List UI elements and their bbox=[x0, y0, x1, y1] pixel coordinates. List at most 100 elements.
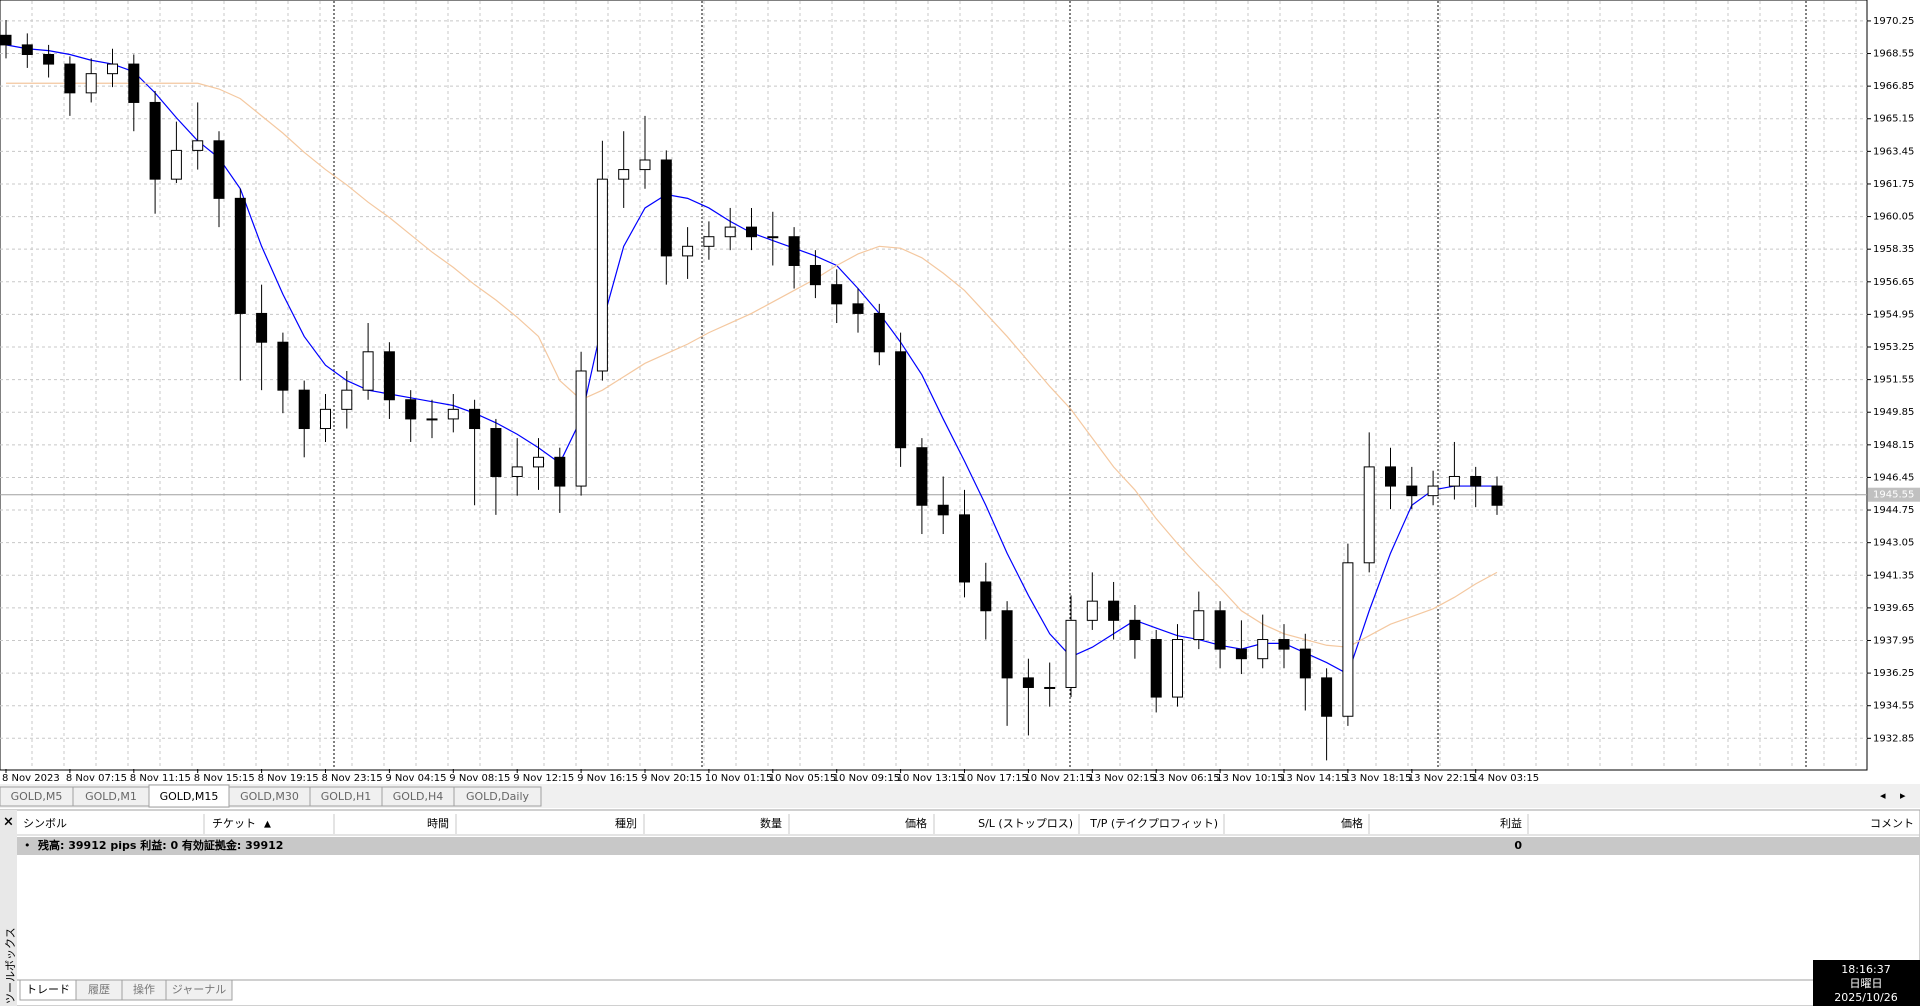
candle-body bbox=[1427, 485, 1439, 497]
x-tick-label: 10 Nov 05:15 bbox=[769, 773, 836, 784]
x-tick-label: 13 Nov 10:15 bbox=[1216, 773, 1283, 784]
tab-scroll[interactable]: ◂ bbox=[1880, 789, 1886, 802]
candle-body bbox=[149, 101, 161, 180]
x-tick-label: 9 Nov 08:15 bbox=[449, 773, 510, 784]
y-tick-label: 1958.35 bbox=[1873, 244, 1914, 255]
candle-body bbox=[1342, 562, 1354, 717]
candle-body bbox=[341, 389, 353, 410]
column-header[interactable]: 種別 bbox=[615, 816, 637, 830]
candle-body bbox=[660, 159, 672, 257]
candle-body bbox=[1065, 619, 1077, 688]
candle-body bbox=[873, 312, 885, 353]
x-tick-label: 8 Nov 2023 bbox=[2, 773, 60, 784]
y-tick-label: 1949.85 bbox=[1873, 407, 1914, 418]
x-tick-label: 8 Nov 19:15 bbox=[258, 773, 319, 784]
candle-body bbox=[362, 351, 374, 391]
y-tick-label: 1939.65 bbox=[1873, 603, 1914, 614]
toolbox-tab-label: ジャーナル bbox=[172, 983, 226, 996]
candle-body bbox=[1129, 619, 1141, 641]
y-tick-label: 1963.45 bbox=[1873, 146, 1914, 157]
candle-body bbox=[1385, 466, 1396, 487]
y-tick-label: 1968.55 bbox=[1873, 49, 1914, 60]
y-tick-label: 1961.75 bbox=[1873, 179, 1914, 190]
sort-arrow: ▲ bbox=[264, 820, 271, 830]
candle-body bbox=[256, 312, 268, 343]
x-tick-label: 13 Nov 14:15 bbox=[1280, 773, 1347, 784]
x-tick-label: 8 Nov 07:15 bbox=[66, 773, 127, 784]
candle-body bbox=[1108, 600, 1120, 621]
candle-body bbox=[1044, 686, 1056, 689]
candle-body bbox=[0, 34, 12, 46]
y-tick-label: 1946.45 bbox=[1873, 472, 1914, 483]
candle-body bbox=[895, 351, 907, 449]
x-tick-label: 10 Nov 13:15 bbox=[897, 773, 964, 784]
candle-body bbox=[682, 245, 694, 257]
candle-body bbox=[1172, 639, 1183, 698]
toolbox-tab[interactable] bbox=[165, 979, 233, 1001]
chart-tab-label: GOLD,M15 bbox=[160, 790, 219, 803]
toolbox-tab-label: 操作 bbox=[133, 982, 155, 996]
candle-body bbox=[852, 303, 864, 314]
candle-body bbox=[1086, 600, 1098, 621]
x-tick-label: 9 Nov 04:15 bbox=[385, 773, 446, 784]
candle-body bbox=[447, 408, 459, 420]
candle-body bbox=[426, 418, 438, 421]
y-tick-label: 1965.15 bbox=[1873, 114, 1914, 125]
candle-body bbox=[128, 63, 140, 103]
x-tick-label: 9 Nov 16:15 bbox=[577, 773, 638, 784]
candle-body bbox=[192, 140, 204, 151]
candle-body bbox=[107, 63, 118, 75]
candle-body bbox=[1491, 485, 1503, 506]
x-tick-label: 10 Nov 01:15 bbox=[705, 773, 772, 784]
candle-body bbox=[1193, 610, 1205, 641]
summary: 残高: 39912 pips 利益: 0 有効証拠金: 39912 bbox=[38, 838, 283, 852]
close-button[interactable]: × bbox=[3, 815, 14, 830]
candle-body bbox=[1257, 639, 1269, 660]
candle-body bbox=[724, 226, 736, 238]
candle-body bbox=[788, 236, 800, 266]
candle-body bbox=[85, 73, 97, 94]
x-tick-label: 13 Nov 02:15 bbox=[1088, 773, 1155, 784]
chart-tab[interactable] bbox=[453, 786, 542, 807]
column-header[interactable]: コメント bbox=[1870, 817, 1914, 830]
y-tick-label: 1934.55 bbox=[1873, 701, 1914, 712]
column-header[interactable]: チケット bbox=[212, 817, 256, 830]
column-header[interactable]: 価格 bbox=[1341, 816, 1363, 830]
column-header[interactable]: T/P (テイクプロフィット) bbox=[1089, 817, 1218, 830]
candle-body bbox=[490, 428, 502, 477]
candle-body bbox=[533, 456, 544, 468]
column-header[interactable]: 時間 bbox=[427, 817, 449, 830]
x-tick-label: 8 Nov 15:15 bbox=[194, 773, 255, 784]
candle-body bbox=[43, 53, 55, 65]
column-header[interactable]: 利益 bbox=[1500, 816, 1522, 830]
bullet: • bbox=[24, 839, 31, 852]
candle-body bbox=[1448, 475, 1460, 487]
x-tick-label: 13 Nov 18:15 bbox=[1344, 773, 1411, 784]
column-header[interactable]: シンボル bbox=[23, 817, 67, 830]
candle-body bbox=[320, 408, 331, 430]
tab-scroll[interactable]: ▸ bbox=[1900, 789, 1906, 802]
candle-body bbox=[1214, 610, 1226, 650]
y-tick-label: 1956.65 bbox=[1873, 277, 1914, 288]
clock-time: 18:16:37 bbox=[1841, 963, 1890, 976]
candle-body bbox=[170, 149, 182, 180]
x-tick-label: 10 Nov 21:15 bbox=[1024, 773, 1091, 784]
column-header[interactable]: 数量 bbox=[760, 817, 782, 830]
x-tick-label: 10 Nov 17:15 bbox=[961, 773, 1028, 784]
candle-body bbox=[703, 236, 715, 247]
candle-body bbox=[64, 63, 76, 94]
column-header[interactable]: S/L (ストップロス) bbox=[978, 817, 1073, 830]
chart-tab-label: GOLD,M30 bbox=[240, 790, 299, 803]
candle-body bbox=[21, 44, 33, 55]
current-price-label: 1945.55 bbox=[1873, 490, 1914, 501]
moving-average bbox=[6, 82, 1498, 648]
candle-body bbox=[809, 264, 821, 286]
column-header[interactable]: 価格 bbox=[905, 816, 927, 830]
y-tick-label: 1943.05 bbox=[1873, 538, 1914, 549]
candle-body bbox=[469, 408, 481, 430]
candle-body bbox=[234, 197, 246, 314]
chart-tab-label: GOLD,M5 bbox=[11, 790, 63, 803]
x-tick-label: 9 Nov 12:15 bbox=[513, 773, 574, 784]
candle-body bbox=[1321, 677, 1333, 717]
